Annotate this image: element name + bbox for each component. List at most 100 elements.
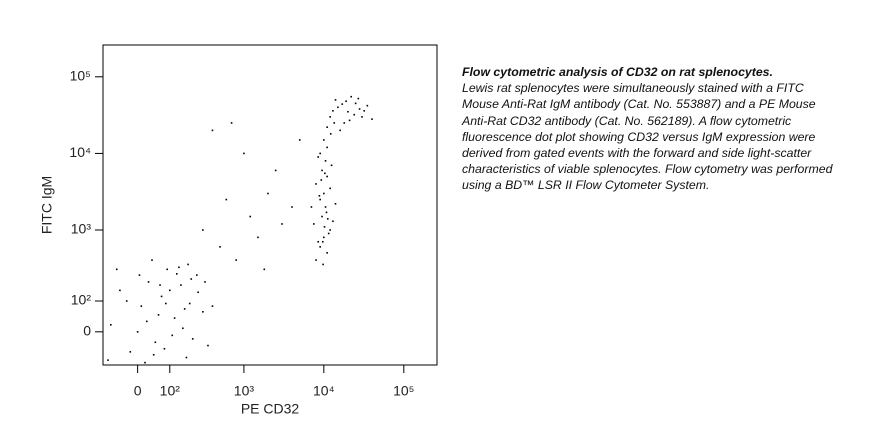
y-tick-label: 10⁴ bbox=[69, 144, 91, 160]
dot bbox=[225, 198, 228, 201]
dot bbox=[361, 116, 363, 118]
dot bbox=[321, 169, 323, 172]
dot bbox=[136, 331, 139, 333]
y-tick-label: 0 bbox=[83, 323, 91, 339]
plot-frame bbox=[102, 44, 438, 366]
dot bbox=[176, 273, 178, 275]
dot bbox=[318, 194, 321, 197]
dot bbox=[171, 334, 174, 337]
dot bbox=[357, 97, 360, 100]
x-tick-label: 10³ bbox=[234, 383, 255, 399]
dot bbox=[315, 259, 317, 261]
dot bbox=[190, 278, 193, 280]
dot bbox=[358, 108, 361, 110]
dot bbox=[329, 187, 331, 190]
dot bbox=[204, 281, 206, 283]
dot bbox=[125, 300, 128, 302]
x-tick-label: 10² bbox=[160, 383, 181, 399]
dot bbox=[317, 156, 319, 158]
x-tick-label: 10⁴ bbox=[313, 383, 335, 399]
dot bbox=[163, 347, 166, 350]
dot bbox=[330, 164, 333, 167]
dot bbox=[173, 317, 176, 319]
dot bbox=[110, 323, 112, 326]
dot bbox=[350, 95, 353, 98]
dot bbox=[159, 284, 161, 286]
dot bbox=[145, 320, 148, 323]
y-tick-label: 10³ bbox=[71, 221, 92, 237]
dot bbox=[326, 252, 328, 254]
dot bbox=[324, 206, 327, 208]
dot bbox=[160, 295, 163, 298]
dot bbox=[147, 281, 150, 283]
dot bbox=[196, 274, 198, 276]
dot bbox=[129, 351, 132, 353]
dot bbox=[157, 314, 160, 316]
dot bbox=[348, 119, 351, 122]
dot bbox=[187, 263, 189, 266]
dot bbox=[291, 206, 293, 208]
dot bbox=[119, 289, 121, 292]
dot bbox=[115, 268, 118, 271]
y-axis-label: FITC IgM bbox=[39, 176, 55, 234]
dot bbox=[323, 192, 325, 195]
dot bbox=[315, 183, 317, 185]
dot bbox=[334, 203, 337, 205]
x-tick-label: 0 bbox=[134, 383, 142, 399]
dot bbox=[326, 218, 329, 220]
dot bbox=[185, 356, 188, 359]
dot bbox=[281, 223, 283, 225]
dot bbox=[319, 246, 321, 248]
dot bbox=[329, 133, 332, 135]
dot bbox=[151, 259, 153, 261]
dot bbox=[326, 126, 328, 128]
dot bbox=[257, 236, 259, 239]
dot bbox=[183, 308, 186, 310]
caption-title: Flow cytometric analysis of CD32 on rat … bbox=[462, 65, 773, 79]
dot bbox=[197, 291, 199, 294]
dot bbox=[180, 284, 182, 286]
x-axis-label: PE CD32 bbox=[241, 401, 300, 417]
dot bbox=[188, 302, 191, 305]
dot bbox=[249, 215, 252, 218]
dot bbox=[168, 289, 171, 292]
dot bbox=[313, 223, 315, 225]
dot bbox=[326, 175, 328, 178]
dot bbox=[347, 110, 349, 113]
dot bbox=[323, 236, 325, 239]
dot bbox=[152, 353, 155, 356]
dot bbox=[327, 232, 330, 235]
dot bbox=[337, 106, 339, 109]
dot bbox=[267, 192, 269, 195]
dot bbox=[321, 215, 323, 218]
dot bbox=[319, 152, 321, 155]
dot bbox=[317, 240, 319, 243]
dot bbox=[353, 113, 356, 116]
dot bbox=[320, 179, 323, 181]
dot bbox=[319, 198, 321, 201]
dot bbox=[165, 302, 167, 305]
dot bbox=[323, 139, 325, 141]
dot bbox=[107, 359, 109, 361]
dot bbox=[324, 160, 327, 162]
dot bbox=[211, 305, 214, 307]
dot bbox=[154, 341, 157, 344]
dot bbox=[243, 152, 245, 155]
dot bbox=[332, 220, 334, 223]
dot bbox=[138, 274, 141, 276]
dot bbox=[341, 103, 344, 105]
dot bbox=[332, 110, 334, 112]
dot bbox=[371, 118, 373, 120]
dot bbox=[325, 211, 328, 214]
dot bbox=[263, 268, 266, 271]
dot bbox=[345, 100, 347, 103]
dot bbox=[166, 268, 168, 271]
dot bbox=[235, 259, 238, 261]
dot bbox=[333, 122, 336, 124]
dot bbox=[191, 338, 194, 340]
dot bbox=[339, 129, 341, 132]
dot bbox=[178, 266, 180, 269]
dot bbox=[366, 104, 369, 107]
